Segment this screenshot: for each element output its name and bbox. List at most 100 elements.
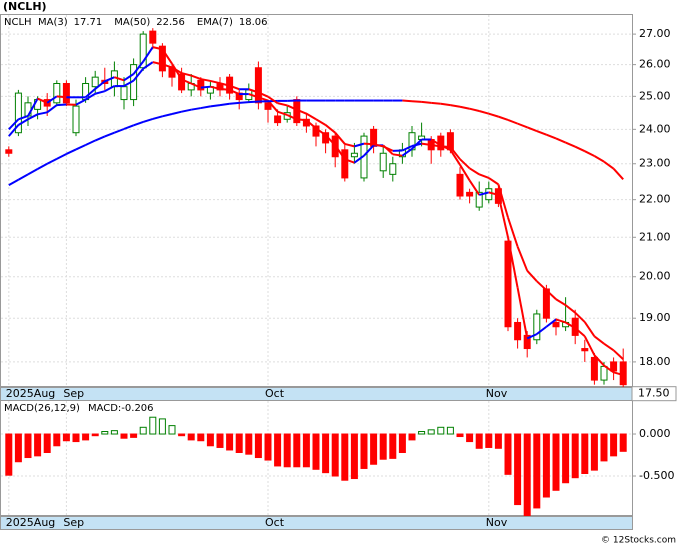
candle-body bbox=[485, 188, 493, 201]
line-segment bbox=[104, 76, 115, 83]
bar bbox=[590, 433, 598, 471]
bar bbox=[331, 433, 339, 477]
line-segment bbox=[402, 99, 413, 103]
bar bbox=[389, 433, 397, 459]
line-segment bbox=[401, 145, 413, 152]
line-segment bbox=[431, 101, 441, 105]
date-strip bbox=[0, 387, 633, 401]
candle-body bbox=[533, 313, 541, 341]
line-segment bbox=[555, 318, 566, 324]
candle-body bbox=[350, 152, 358, 158]
bar bbox=[101, 430, 109, 435]
bar bbox=[427, 429, 435, 435]
bar bbox=[302, 433, 310, 468]
legend-value: 22.56 bbox=[156, 17, 185, 28]
line-segment bbox=[8, 178, 19, 186]
candle-body bbox=[504, 240, 512, 328]
line-segment bbox=[478, 110, 490, 115]
line-segment bbox=[459, 158, 471, 170]
line-segment bbox=[200, 85, 211, 89]
line-segment bbox=[133, 121, 144, 127]
line-segment bbox=[248, 88, 259, 94]
line-segment bbox=[152, 115, 163, 120]
candle-body bbox=[72, 105, 80, 134]
bar bbox=[197, 433, 205, 442]
candle-body bbox=[264, 102, 272, 110]
candle-body bbox=[619, 361, 627, 386]
y-tick-label: 22.00 bbox=[639, 193, 671, 206]
line-segment bbox=[142, 46, 154, 63]
line-segment bbox=[305, 112, 317, 121]
bar bbox=[14, 433, 22, 463]
bar bbox=[62, 433, 70, 442]
line-segment bbox=[132, 60, 144, 75]
legend-value: 17.71 bbox=[74, 17, 103, 28]
line-segment bbox=[613, 371, 624, 377]
y-tick-label: 24.00 bbox=[639, 122, 671, 135]
bar bbox=[322, 433, 330, 474]
line-segment bbox=[468, 179, 481, 196]
line-segment bbox=[142, 61, 154, 70]
line-segment bbox=[257, 91, 269, 98]
line-segment bbox=[296, 108, 307, 115]
line-segment bbox=[171, 63, 183, 80]
line-segment bbox=[440, 145, 451, 149]
bar bbox=[514, 433, 522, 506]
line-segment bbox=[603, 342, 615, 352]
last-price-label: 17.50 bbox=[638, 387, 670, 400]
candle-body bbox=[53, 82, 61, 104]
line-segment bbox=[75, 98, 87, 106]
line-segment bbox=[114, 76, 125, 82]
line-segment bbox=[181, 72, 192, 77]
line-segment bbox=[27, 113, 39, 121]
bar bbox=[149, 416, 157, 435]
line-segment bbox=[37, 111, 48, 116]
line-segment bbox=[497, 184, 509, 218]
bar bbox=[158, 418, 166, 435]
line-segment bbox=[392, 153, 403, 157]
bar bbox=[72, 433, 80, 443]
candle-body bbox=[158, 45, 166, 72]
y-tick-label: 19.00 bbox=[639, 311, 671, 324]
line-segment bbox=[315, 127, 327, 136]
chart-title: (NCLH) bbox=[3, 0, 47, 13]
line-segment bbox=[104, 131, 115, 138]
candle-body bbox=[552, 321, 560, 328]
bar bbox=[360, 433, 368, 469]
line-segment bbox=[555, 137, 566, 144]
bar bbox=[110, 430, 118, 435]
price-panel bbox=[0, 14, 633, 387]
x-tick-label: Nov bbox=[486, 387, 508, 400]
line-segment bbox=[440, 102, 451, 107]
bar bbox=[139, 426, 147, 435]
line-segment bbox=[603, 160, 615, 170]
line-segment bbox=[583, 321, 596, 337]
line-segment bbox=[421, 142, 432, 146]
legend-symbol: NCLH bbox=[4, 17, 32, 28]
line-segment bbox=[546, 133, 557, 140]
x-tick-label: 2025Aug bbox=[6, 387, 55, 400]
line-segment bbox=[162, 63, 173, 69]
line-segment bbox=[421, 100, 432, 104]
line-segment bbox=[603, 364, 615, 374]
bar bbox=[120, 433, 128, 439]
y-tick-label: 18.00 bbox=[639, 355, 671, 368]
line-segment bbox=[459, 105, 470, 110]
line-segment bbox=[536, 130, 547, 136]
line-segment bbox=[56, 153, 67, 160]
line-segment bbox=[536, 325, 548, 335]
bar bbox=[600, 433, 608, 462]
bar bbox=[446, 426, 454, 435]
bar bbox=[552, 433, 560, 491]
line-segment bbox=[27, 168, 39, 176]
candle-body bbox=[341, 149, 349, 179]
line-segment bbox=[210, 104, 221, 108]
line-segment bbox=[27, 98, 39, 117]
line-segment bbox=[593, 155, 605, 163]
panel-title: MACD(26,12,9) bbox=[4, 403, 80, 414]
bar bbox=[619, 433, 627, 452]
bar bbox=[571, 433, 579, 479]
line-segment bbox=[46, 95, 58, 104]
bar bbox=[610, 433, 618, 457]
bar bbox=[408, 433, 416, 441]
